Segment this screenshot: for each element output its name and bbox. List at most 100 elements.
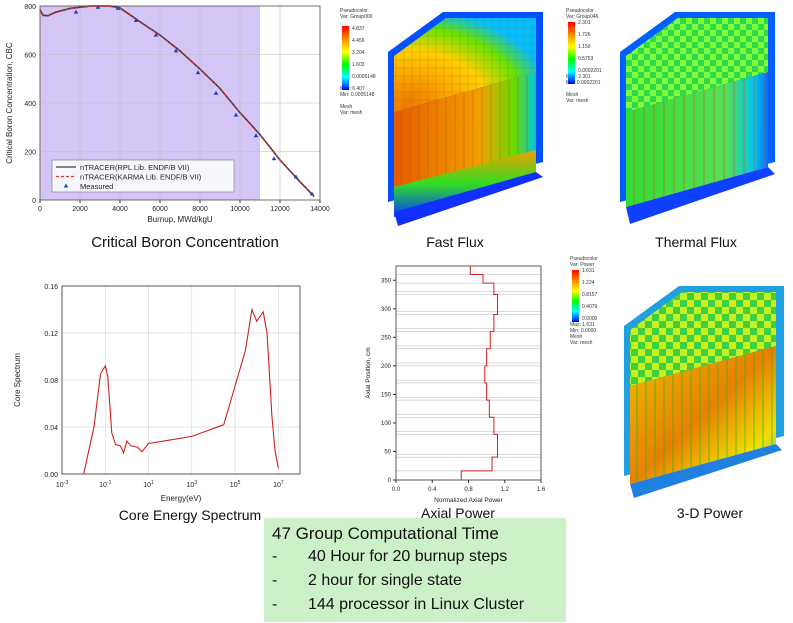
x-tick-label: 0.0 [392,487,401,493]
legend-line: 1.224 [582,280,595,286]
legend-marker [63,183,69,188]
legend-line: Var: Group046 [566,14,599,20]
y-tick-label: 300 [381,307,392,313]
y-tick-label: 0.04 [44,425,58,432]
legend-line: Mesh [340,104,353,110]
measured-point [133,18,139,23]
measured-point [173,48,179,53]
cbc-caption: Critical Boron Concentration [91,234,279,251]
legend-line: Var: Power [570,262,595,268]
x-tick-label: 14000 [310,206,330,213]
legend-box [51,159,235,193]
legend-label: Measured [80,182,113,191]
plot-frame [61,285,301,475]
y-axis-label: Critical Boron Concentration, CBC [5,42,14,164]
y-tick-label: 100 [381,421,392,427]
y-axis-label: Axial Position, cm [365,347,372,398]
measured-point [115,5,121,10]
legend-line: Max: 2.301 [566,74,591,80]
measured-point [293,174,299,179]
measured-point [95,4,101,9]
legend-line: 0.0002201 [578,68,602,74]
computation-note: 47 Group Computational Time -40 Hour for… [264,518,566,622]
axial-power-caption: Axial Power [421,505,495,521]
legend-line: 0.0000 [582,316,598,322]
power-legend: Pseudocolor Var: Power 1.631 1.224 0.8157 … [570,256,622,346]
spectrum-caption: Core Energy Spectrum [118,507,262,523]
thermal-flux-caption: Thermal Flux [655,234,737,250]
legend-line: 0.4079 [582,304,598,310]
axial-power-line [460,266,498,480]
spectrum-line [83,307,279,475]
note-item: -2 hour for single state [272,572,462,589]
y-tick-label: 0.12 [44,331,58,338]
x-tick-label: 4000 [112,206,128,213]
thermal-flux-colorbar [568,22,575,84]
y-tick-label: 400 [24,101,36,108]
y-axis-label: Core Spectrum [13,353,22,407]
legend-line: 0.0005148 [352,74,376,80]
y-tick-label: 0 [32,198,36,205]
karma-line [39,5,315,198]
measured-point [213,90,219,95]
x-axis-label: Burnup, MWd/kgU [147,215,213,224]
legend-line: Pseudocolor [570,256,598,262]
x-tick-label: 101 [143,480,154,489]
x-tick-label: 2000 [72,206,88,213]
cbc-chart: 0 2000 4000 6000 8000 10000 12000 14000 0 200 400 6… [5,4,330,224]
legend-line: 0.8157 [582,292,598,298]
x-tick-label: 6000 [152,206,168,213]
measured-point [271,156,277,161]
x-tick-label: 10-3 [56,480,68,489]
thermal-flux-legend: Pseudocolor Var: Group046 2.301 1.726 1.15… [566,8,616,104]
legend-label: nTRACER(KARMA Lib. ENDF/B VII) [80,173,202,182]
fast-flux-legend: Pseudocolor Var: Group000 4.837 4.456 3.2… [340,8,392,116]
y-tick-label: 200 [381,364,392,370]
legend-line: 1.603 [352,62,365,68]
legend-line: Max: 6.407 [340,86,365,92]
measured-point [153,32,159,37]
legend-line: Pseudocolor [566,8,594,14]
y-tick-label: 50 [384,449,391,455]
legend-line: 4.456 [352,38,365,44]
measured-point [233,112,239,117]
power-render [624,286,784,498]
legend-line: Mesh [566,92,579,98]
x-tick-label: 10-1 [99,480,111,489]
legend-line: Max: 1.631 [570,322,595,328]
y-tick-label: 0.08 [44,378,58,385]
y-tick-label: 250 [381,335,392,341]
x-axis-label: Normalized Axial Power [434,497,503,504]
fast-flux-caption: Fast Flux [426,234,484,250]
y-tick-label: 0.00 [44,472,58,479]
y-tick-label: 0.16 [44,284,58,291]
thermal-flux-render [620,12,775,224]
x-tick-label: 0.4 [428,487,437,493]
y-tick-label: 200 [24,150,36,157]
legend-line: Mesh [570,334,583,340]
axial-power-chart: 0.0 0.4 0.8 1.2 1.6 0 50 100 150 200 250 300 350 Norm… [365,265,546,504]
x-tick-label: 12000 [270,206,290,213]
x-axis-label: Energy(eV) [161,494,202,503]
legend-line: 2.301 [578,20,591,26]
x-tick-label: 107 [273,480,284,489]
note-title: 47 Group Computational Time [272,524,499,543]
legend-line: Min: 0.0005148 [340,92,375,98]
y-tick-label: 0 [388,478,392,484]
y-tick-label: 800 [24,4,36,11]
legend-line: Pseudocolor [340,8,368,14]
fast-flux-colorbar [342,26,349,90]
spectrum-chart: 10-3 10-1 101 103 105 107 0.00 0.04 0.08 0.12 0.16… [13,284,301,503]
x-tick-label: 103 [187,480,198,489]
legend-line: Var: Group000 [340,14,373,20]
legend-line: Min: 0.0000 [570,328,597,334]
measured-point [253,133,259,138]
x-tick-label: 8000 [192,206,208,213]
legend-line: Min: 0.0002201 [566,80,601,86]
note-item: -144 processor in Linux Cluster [272,596,525,613]
legend-line: Var: mesh [566,98,589,104]
plot-frame [395,265,542,481]
measured-point [73,9,79,14]
legend-line: 3.204 [352,50,365,56]
x-tick-label: 0.8 [464,487,473,493]
